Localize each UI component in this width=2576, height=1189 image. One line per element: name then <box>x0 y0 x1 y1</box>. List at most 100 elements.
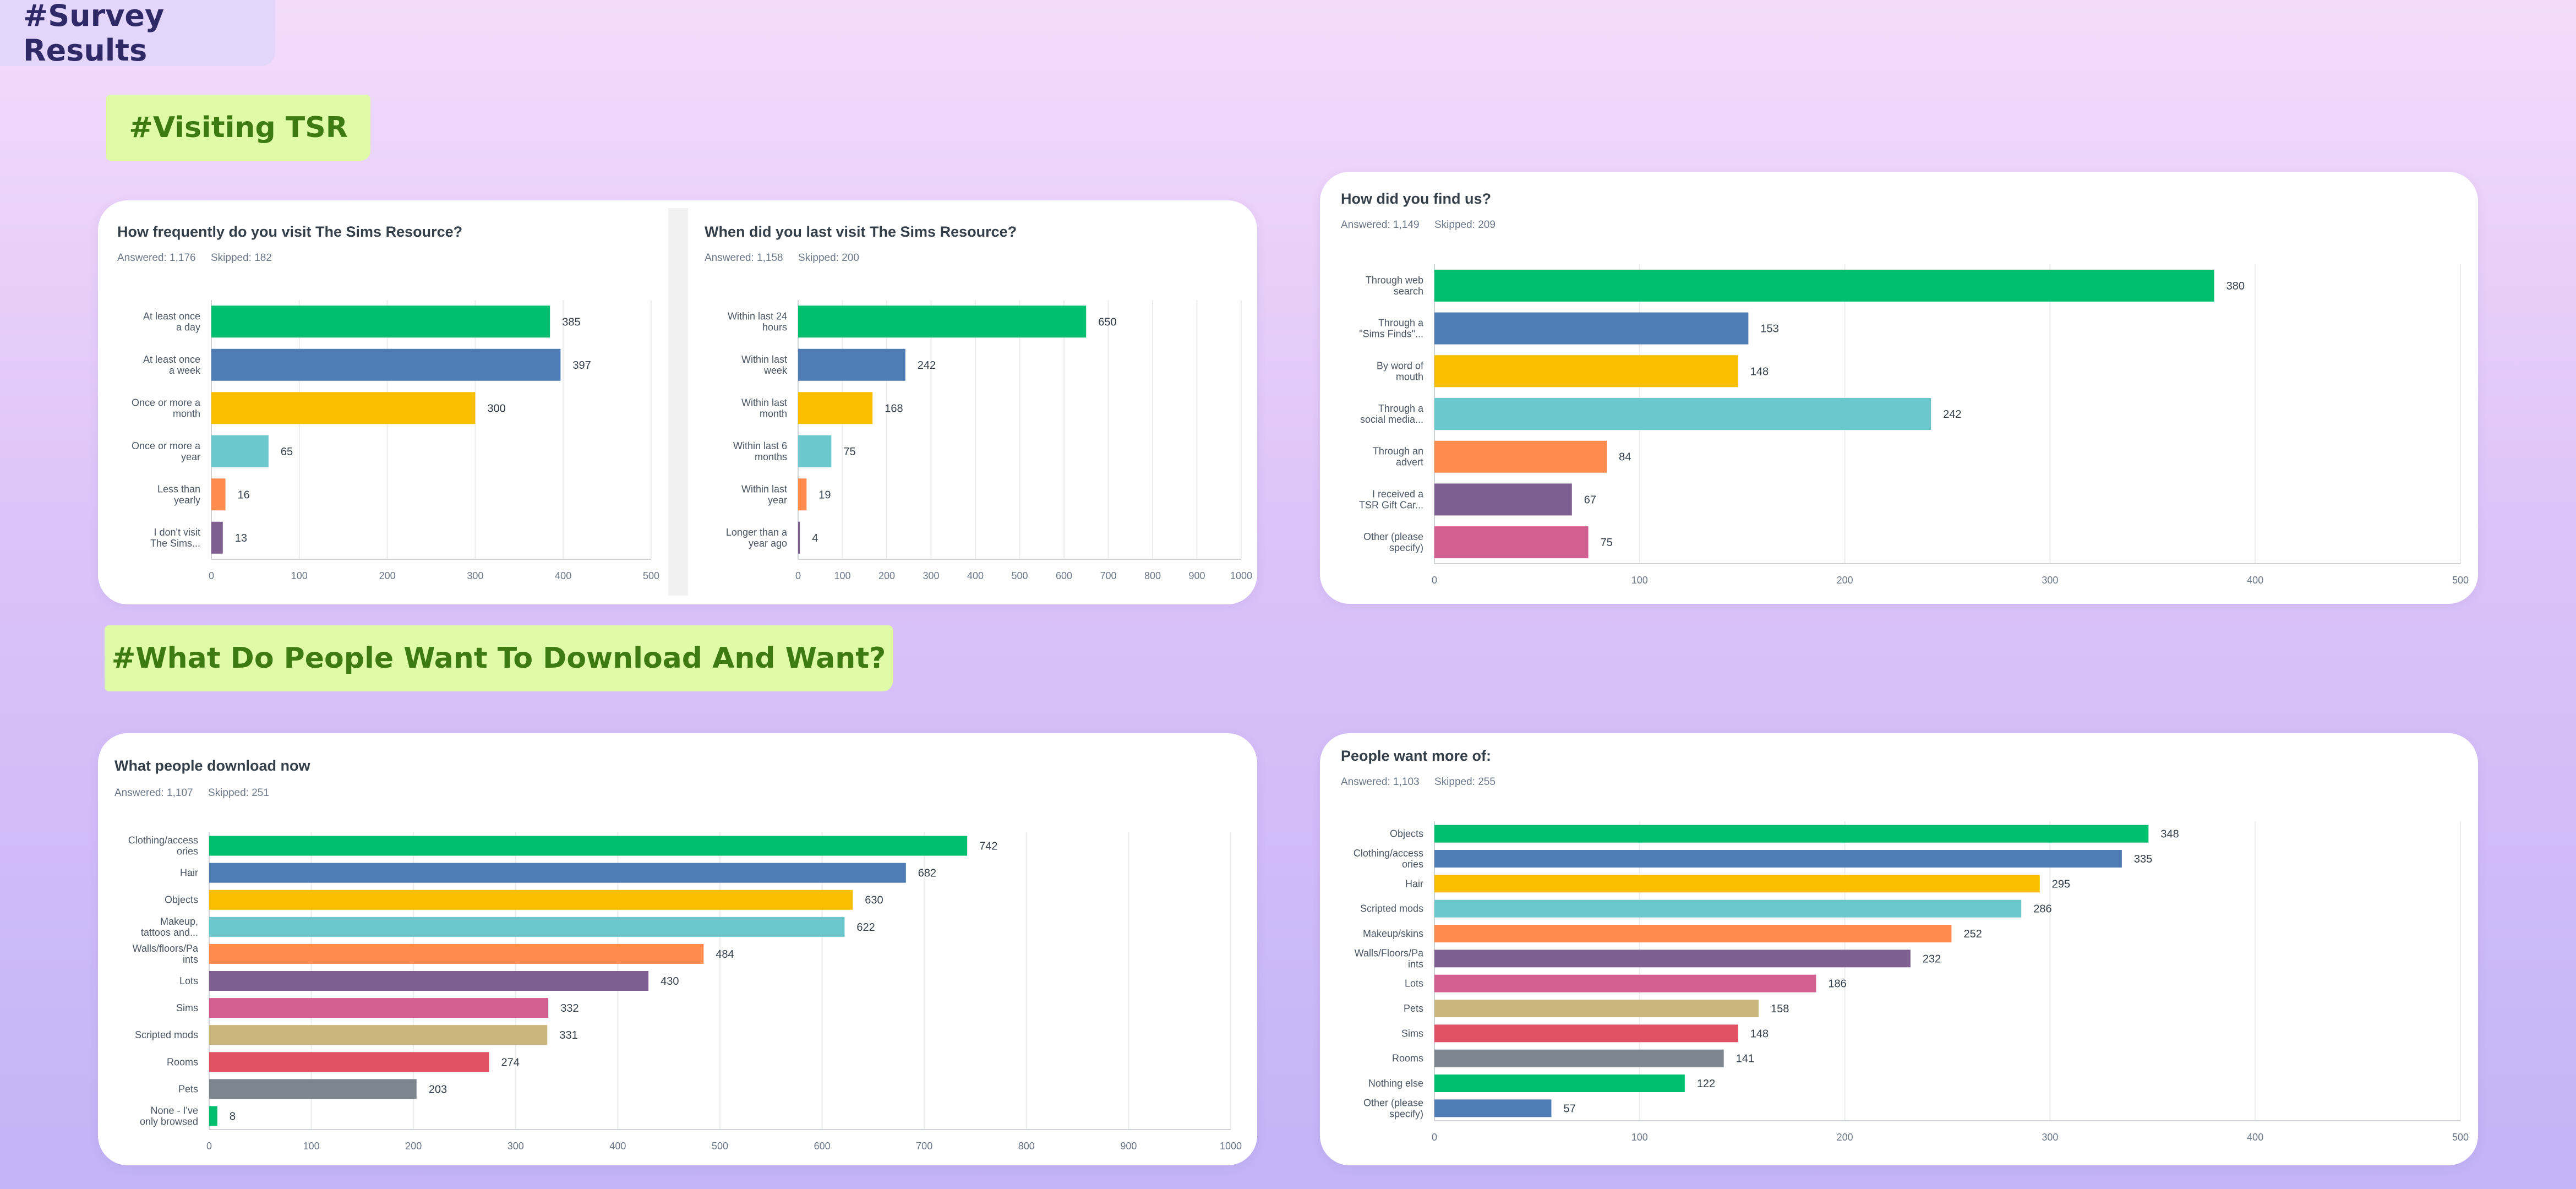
data-label: 622 <box>856 921 875 934</box>
data-label: 203 <box>429 1083 447 1095</box>
bar <box>1434 1099 1552 1117</box>
category-label: By word of <box>1377 360 1424 371</box>
category-label: specify) <box>1389 1108 1423 1119</box>
data-label: 57 <box>1563 1103 1575 1115</box>
x-tick-label: 0 <box>795 570 801 581</box>
category-label: Objects <box>1390 828 1423 839</box>
bar <box>1434 1000 1759 1017</box>
bar <box>209 863 906 883</box>
answered-count: Answered: 1,158 <box>705 252 783 264</box>
bar <box>1434 1075 1685 1092</box>
category-label: I don't visit <box>154 527 200 538</box>
skipped-count: Skipped: 255 <box>1434 776 1496 788</box>
chart-title: When did you last visit The Sims Resourc… <box>705 223 1017 240</box>
chart-title: People want more of: <box>1341 748 1491 764</box>
bar <box>798 521 800 554</box>
x-tick-label: 100 <box>834 570 850 581</box>
data-label: 630 <box>865 895 883 907</box>
category-label: Lots <box>179 975 198 986</box>
category-label: I received a <box>1372 488 1424 499</box>
bar <box>1434 312 1749 345</box>
category-label: month <box>173 408 200 419</box>
data-label: 148 <box>1750 1028 1769 1040</box>
x-tick-label: 1000 <box>1230 570 1252 581</box>
data-label: 742 <box>979 841 997 853</box>
skipped-count: Skipped: 251 <box>208 787 269 799</box>
category-label: only browsed <box>140 1116 198 1127</box>
x-tick-label: 400 <box>555 570 571 581</box>
data-label: 232 <box>1923 953 1941 965</box>
data-label: 650 <box>1098 316 1116 328</box>
section-tag-download: #What Do People Want To Download And Wan… <box>105 625 893 691</box>
x-tick-label: 900 <box>1188 570 1205 581</box>
bar <box>209 1106 217 1126</box>
skipped-count: Skipped: 200 <box>798 252 859 264</box>
x-tick-label: 300 <box>923 570 939 581</box>
x-tick-label: 700 <box>1100 570 1116 581</box>
x-tick-label: 200 <box>379 570 396 581</box>
category-label: "Sims Finds"... <box>1359 329 1423 340</box>
category-label: None - I've <box>151 1105 198 1116</box>
data-label: 332 <box>560 1002 578 1015</box>
data-label: 75 <box>1601 537 1613 549</box>
category-label: Nothing else <box>1368 1078 1423 1089</box>
data-label: 242 <box>918 359 936 372</box>
data-label: 4 <box>812 532 818 544</box>
x-tick-label: 600 <box>1056 570 1072 581</box>
bar <box>209 943 704 964</box>
x-tick-label: 1000 <box>1220 1141 1242 1152</box>
category-label: Objects <box>165 895 198 906</box>
data-label: 16 <box>238 489 250 501</box>
data-label: 242 <box>1943 408 1961 421</box>
category-label: Once or more a <box>132 440 201 451</box>
category-label: Makeup/skins <box>1363 928 1423 939</box>
chart-title: How did you find us? <box>1341 190 1491 207</box>
category-label: Clothing/access <box>1354 848 1423 859</box>
category-label: advert <box>1396 457 1423 468</box>
category-label: ints <box>1408 958 1423 969</box>
data-label: 8 <box>230 1110 236 1122</box>
x-tick-label: 100 <box>1631 1132 1648 1143</box>
data-label: 122 <box>1697 1078 1715 1090</box>
skipped-count: Skipped: 182 <box>211 252 272 264</box>
answered-count: Answered: 1,176 <box>117 252 196 264</box>
category-label: week <box>763 365 788 376</box>
data-label: 252 <box>1963 928 1982 940</box>
x-tick-label: 100 <box>1631 575 1648 586</box>
data-label: 682 <box>918 868 936 880</box>
data-label: 75 <box>843 446 855 458</box>
data-label: 380 <box>2226 280 2245 292</box>
x-tick-label: 0 <box>209 570 214 581</box>
x-tick-label: 300 <box>2042 1132 2058 1143</box>
data-label: 274 <box>501 1056 520 1068</box>
category-label: Other (please <box>1363 1097 1423 1108</box>
category-label: Through a <box>1378 403 1424 414</box>
category-label: year <box>181 451 200 462</box>
chart-download-now: What people download now Answered: 1,107 S… <box>114 757 1242 1152</box>
x-tick-label: 400 <box>2247 575 2263 586</box>
bar <box>211 306 550 338</box>
category-label: Pets <box>178 1083 198 1094</box>
x-tick-label: 500 <box>643 570 659 581</box>
category-label: Hair <box>1405 878 1423 889</box>
bar <box>1434 1049 1724 1067</box>
bar <box>1434 925 1952 942</box>
bar <box>798 435 832 467</box>
data-label: 67 <box>1584 494 1596 506</box>
bar <box>1434 1024 1738 1043</box>
bar <box>798 478 807 511</box>
category-label: Within last <box>741 483 787 494</box>
x-tick-label: 800 <box>1144 570 1161 581</box>
category-label: Longer than a <box>726 527 788 538</box>
bar <box>209 1052 489 1072</box>
category-label: Lots <box>1405 978 1423 989</box>
x-tick-label: 300 <box>467 570 483 581</box>
bar <box>209 917 845 937</box>
category-label: social media... <box>1360 414 1423 425</box>
x-tick-label: 800 <box>1018 1141 1035 1152</box>
x-tick-label: 0 <box>1432 575 1437 586</box>
category-label: ories <box>177 846 198 857</box>
category-label: hours <box>762 321 787 332</box>
data-label: 158 <box>1771 1003 1789 1015</box>
data-label: 295 <box>2052 878 2070 890</box>
